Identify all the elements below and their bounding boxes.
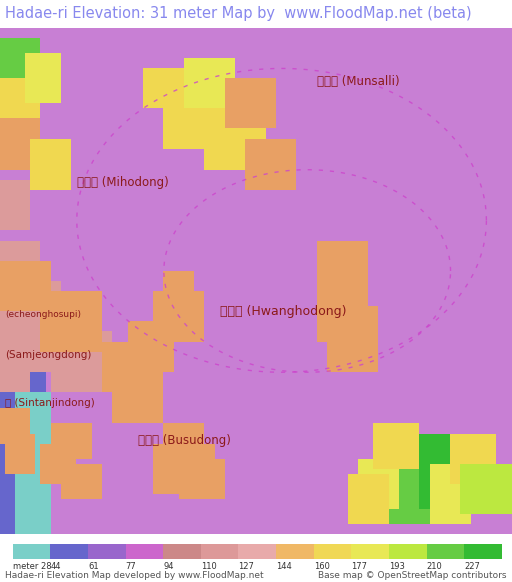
Text: 127: 127 bbox=[239, 562, 254, 571]
Text: (Samjeongdong): (Samjeongdong) bbox=[5, 350, 92, 360]
Bar bbox=[426, 544, 464, 559]
Text: 문산리 (Munsalli): 문산리 (Munsalli) bbox=[317, 74, 400, 88]
Text: Hadae-ri Elevation Map developed by www.FloodMap.net: Hadae-ri Elevation Map developed by www.… bbox=[5, 571, 264, 580]
Bar bbox=[50, 544, 88, 559]
Bar bbox=[13, 544, 50, 559]
Bar bbox=[201, 544, 239, 559]
Bar bbox=[276, 544, 314, 559]
Text: 44: 44 bbox=[50, 562, 61, 571]
Text: 227: 227 bbox=[464, 562, 480, 571]
Bar bbox=[464, 544, 502, 559]
Bar bbox=[163, 544, 201, 559]
Text: 160: 160 bbox=[314, 562, 330, 571]
Text: 94: 94 bbox=[163, 562, 174, 571]
Text: 144: 144 bbox=[276, 562, 292, 571]
Text: Hadae-ri Elevation: 31 meter Map by  www.FloodMap.net (beta): Hadae-ri Elevation: 31 meter Map by www.… bbox=[5, 6, 472, 22]
Text: 77: 77 bbox=[125, 562, 136, 571]
Text: 61: 61 bbox=[88, 562, 99, 571]
Bar bbox=[314, 544, 351, 559]
Text: (echeonghosupi): (echeonghosupi) bbox=[5, 310, 81, 318]
Text: Base map © OpenStreetMap contributors: Base map © OpenStreetMap contributors bbox=[318, 571, 507, 580]
Text: 110: 110 bbox=[201, 562, 217, 571]
Bar bbox=[239, 544, 276, 559]
Text: 황호동 (Hwanghodong): 황호동 (Hwanghodong) bbox=[220, 305, 347, 318]
Bar bbox=[88, 544, 125, 559]
Text: 210: 210 bbox=[426, 562, 442, 571]
Text: 부수동 (Busudong): 부수동 (Busudong) bbox=[138, 434, 231, 447]
Bar bbox=[125, 544, 163, 559]
Bar bbox=[351, 544, 389, 559]
Text: 177: 177 bbox=[351, 562, 367, 571]
Text: 동 (Sintanjindong): 동 (Sintanjindong) bbox=[5, 398, 95, 407]
Text: meter 28: meter 28 bbox=[13, 562, 51, 571]
Bar bbox=[389, 544, 426, 559]
Text: 193: 193 bbox=[389, 562, 405, 571]
Text: 미호동 (Mihodong): 미호동 (Mihodong) bbox=[77, 176, 168, 189]
